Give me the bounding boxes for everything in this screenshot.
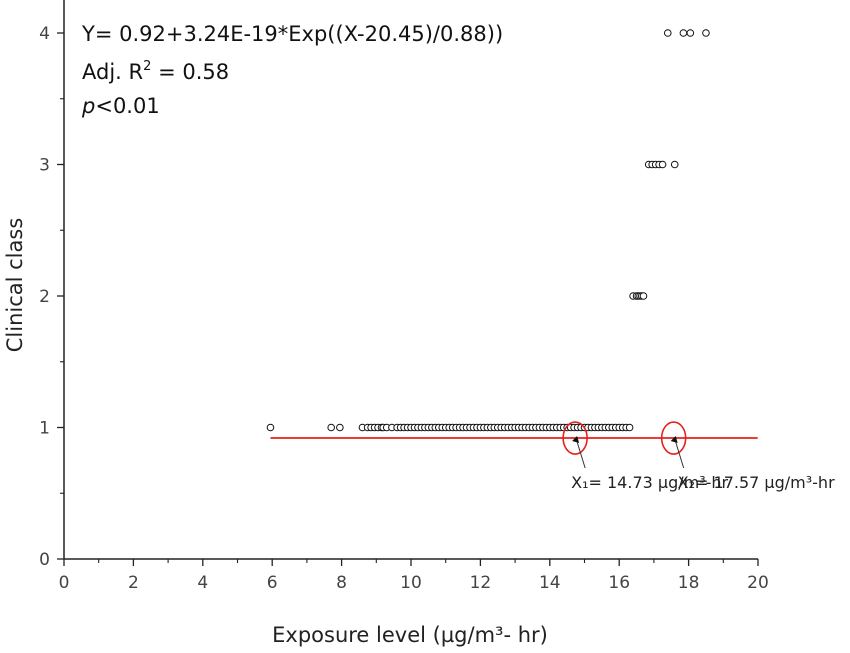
data-point: [679, 29, 688, 37]
y-tick-label: 4: [39, 24, 50, 44]
data-point: [663, 29, 672, 37]
y-axis-title: Clinical class: [3, 218, 27, 353]
x-tick-label: 12: [470, 573, 492, 593]
x-tick-label: 14: [539, 573, 561, 593]
data-point: [639, 292, 648, 300]
x-tick-label: 16: [608, 573, 630, 593]
data-point: [327, 423, 335, 432]
callout-label: X₁= 14.73 µg/m³-hr: [571, 473, 728, 492]
y-tick-label: 0: [39, 550, 50, 570]
x-tick-label: 18: [678, 573, 700, 593]
x-tick-label: 6: [267, 573, 278, 593]
data-point: [336, 423, 344, 432]
data-point: [686, 29, 695, 37]
threshold-circle: [660, 421, 687, 455]
x-tick-label: 4: [197, 573, 208, 593]
adj-r2-text: Adj. R2 = 0.58: [82, 59, 229, 84]
data-point: [702, 29, 710, 37]
y-tick-label: 1: [39, 419, 50, 439]
data-point: [670, 160, 679, 169]
fit-equation: Y= 0.92+3.24E-19*Exp((X-20.45)/0.88)): [81, 22, 503, 46]
p-value-text: p<0.01: [81, 94, 160, 118]
y-tick-label: 2: [39, 287, 50, 307]
x-tick-label: 8: [336, 573, 347, 593]
x-tick-label: 2: [128, 573, 139, 593]
callout-label: X₂= 17.57 µg/m³-hr: [678, 473, 835, 492]
y-tick-label: 3: [39, 156, 50, 176]
x-tick-label: 10: [400, 573, 422, 593]
x-tick-label: 0: [59, 573, 70, 593]
x-tick-label: 20: [747, 573, 769, 593]
data-point: [266, 423, 275, 432]
data-point: [658, 160, 667, 169]
threshold-marker: [572, 436, 580, 444]
x-axis-title: Exposure level (µg/m³- hr): [272, 623, 548, 647]
data-point: [625, 423, 634, 432]
threshold-circle: [562, 421, 588, 455]
callout-leader: [675, 441, 685, 469]
threshold-marker: [670, 436, 678, 444]
callout-leader: [576, 441, 586, 469]
